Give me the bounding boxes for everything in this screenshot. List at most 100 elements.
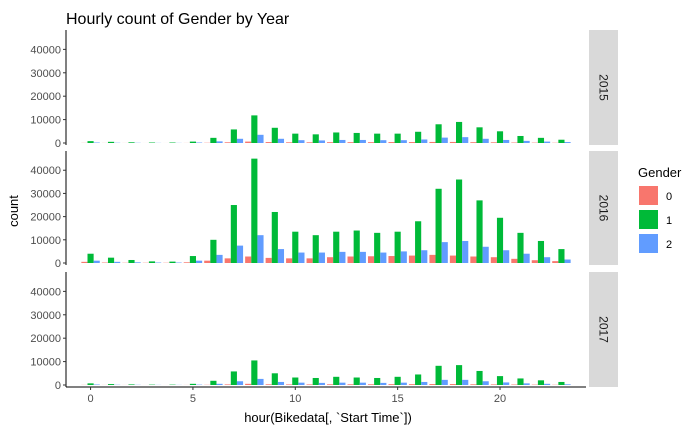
bar-2016-g1-h4 — [169, 261, 176, 263]
bar-2015-g2-h16 — [421, 139, 428, 143]
bar-2016-g2-h12 — [339, 251, 346, 263]
bar-2015-g0-h15 — [388, 142, 395, 143]
legend-key-2 — [639, 234, 658, 253]
bar-2015-g2-h6 — [216, 141, 223, 143]
bar-2017-g1-h16 — [415, 374, 422, 385]
y-axis-title: count — [6, 195, 21, 227]
bar-2016-g1-h0 — [87, 253, 94, 263]
y-tick-label: 20000 — [30, 91, 61, 103]
bar-2017-g0-h8 — [245, 383, 252, 385]
y-tick-label: 10000 — [30, 115, 61, 127]
y-tick-label: 10000 — [30, 357, 61, 369]
bar-2016-g1-h13 — [353, 230, 360, 263]
bar-2016-g1-h8 — [251, 158, 258, 263]
legend-title: Gender — [638, 165, 682, 180]
bar-2015-g1-h14 — [374, 133, 381, 143]
bar-2015-g1-h7 — [230, 129, 237, 143]
facet-strip-2015 — [589, 30, 618, 145]
facet-strip-2017 — [589, 272, 618, 387]
bar-2016-g0-h19 — [470, 256, 477, 263]
bar-2016-g0-h5 — [183, 262, 190, 263]
facet-strip-label: 2016 — [597, 195, 611, 222]
bar-2017-g2-h22 — [544, 383, 551, 385]
bar-2015-g2-h11 — [318, 140, 325, 143]
bar-2015-g0-h20 — [490, 142, 497, 143]
bar-2015-g2-h22 — [544, 141, 551, 143]
bar-2017-g1-h17 — [435, 365, 442, 385]
bar-2015-g0-h16 — [408, 142, 416, 143]
bar-2016-g2-h0 — [93, 260, 100, 263]
bar-2017-g1-h6 — [210, 380, 217, 385]
bar-2017-g0-h19 — [470, 384, 477, 385]
bar-2016-g0-h8 — [245, 256, 252, 263]
bar-2017-g0-h7 — [224, 384, 231, 385]
facet-strip-label: 2015 — [597, 74, 611, 101]
bar-2017-g1-h12 — [333, 376, 340, 385]
bar-2015-g1-h13 — [353, 132, 360, 143]
bar-2017-g1-h21 — [517, 378, 524, 385]
bar-2017-g1-h0 — [87, 383, 94, 385]
bar-2016-g1-h7 — [230, 205, 237, 263]
bar-2017-g2-h18 — [462, 379, 469, 385]
bar-2016-g2-h14 — [380, 252, 387, 263]
bar-2016-g1-h15 — [394, 231, 401, 263]
bar-2015-g1-h9 — [271, 127, 278, 143]
bar-2015-g2-h7 — [236, 138, 244, 143]
bar-2016-g2-h13 — [359, 251, 366, 263]
bar-2016-g0-h20 — [490, 257, 497, 263]
bar-2016-g2-h9 — [277, 249, 285, 263]
bar-2016-g1-h3 — [148, 261, 156, 263]
bar-2017-g0-h16 — [408, 384, 416, 385]
facet-panels: 0 10000 20000 30000 40000 2015 0 10000 20000 3000… — [30, 30, 618, 392]
bar-2016-g1-h19 — [476, 200, 483, 263]
legend-label-2: 2 — [666, 239, 672, 251]
bar-2015-g2-h20 — [503, 139, 510, 143]
bar-2017-g1-h1 — [107, 384, 115, 385]
bar-2015-g0-h10 — [286, 142, 293, 143]
bar-2017-g2-h15 — [400, 382, 407, 385]
bar-2015-g2-h8 — [257, 134, 264, 143]
bar-2016-g0-h23 — [552, 261, 559, 263]
bar-2017-g2-h19 — [482, 381, 489, 385]
bar-2015-g0-h18 — [449, 141, 456, 143]
bar-2016-g2-h16 — [421, 250, 428, 263]
bar-2017-g2-h7 — [236, 381, 244, 385]
bar-2017-g1-h11 — [312, 377, 319, 385]
bar-2016-g2-h17 — [441, 242, 448, 263]
bar-2016-g1-h20 — [496, 217, 504, 263]
bar-2015-g1-h15 — [394, 133, 401, 143]
bar-2015-g1-h20 — [496, 131, 504, 143]
bar-2017-g0-h10 — [286, 384, 293, 385]
bar-2016-g0-h15 — [388, 256, 395, 263]
bar-2017-g2-h14 — [380, 382, 387, 385]
bar-2017-g1-h19 — [476, 370, 483, 385]
bar-2015-g2-h10 — [298, 140, 305, 143]
bar-2017-g1-h18 — [456, 365, 463, 385]
bar-2016-g2-h15 — [400, 251, 407, 263]
bar-2017-g0-h12 — [327, 384, 334, 385]
bar-2017-g0-h13 — [347, 384, 354, 385]
bar-2017-g2-h9 — [277, 381, 285, 385]
bar-2016-g0-h16 — [408, 255, 416, 263]
facet-panel-2015: 0 10000 20000 30000 40000 2015 — [30, 30, 618, 150]
bar-2015-g2-h17 — [441, 137, 448, 143]
bar-2017-g0-h11 — [306, 384, 313, 385]
y-tick-label: 40000 — [30, 165, 61, 177]
bar-2016-g2-h2 — [134, 262, 141, 263]
bar-2015-g0-h19 — [470, 142, 477, 143]
bar-2015-g0-h17 — [429, 141, 436, 143]
bar-2016-g2-h8 — [257, 235, 264, 263]
bar-2017-g2-h23 — [564, 384, 571, 385]
bar-2015-g0-h13 — [347, 142, 354, 143]
bar-2016-g2-h22 — [544, 257, 551, 263]
y-tick-label: 0 — [55, 258, 61, 270]
bar-2015-g1-h17 — [435, 124, 442, 143]
bar-2015-g2-h15 — [400, 140, 407, 143]
y-tick-label: 40000 — [30, 44, 61, 56]
bar-2016-g2-h20 — [503, 250, 510, 263]
bar-2017-g2-h10 — [298, 382, 305, 385]
bar-2016-g0-h22 — [531, 260, 538, 263]
bar-2017-g2-h20 — [503, 382, 510, 385]
x-tick-label: 5 — [190, 393, 196, 405]
bar-2015-g0-h8 — [245, 141, 252, 143]
